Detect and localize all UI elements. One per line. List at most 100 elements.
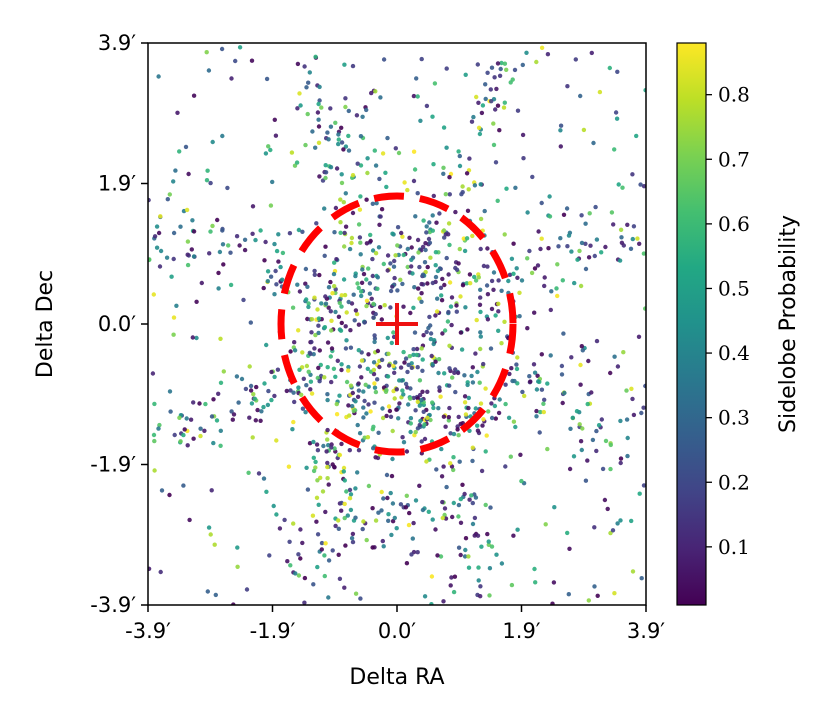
data-point — [464, 171, 470, 176]
data-point — [316, 140, 322, 145]
data-point — [478, 287, 483, 292]
data-point — [426, 236, 432, 242]
data-point — [446, 418, 451, 423]
data-point — [322, 573, 327, 579]
data-point — [412, 330, 418, 335]
data-point — [390, 519, 396, 524]
data-point — [379, 489, 384, 495]
data-point — [366, 483, 372, 489]
data-point — [438, 285, 444, 290]
data-point — [326, 558, 332, 563]
data-point — [307, 441, 313, 446]
data-point — [177, 415, 182, 420]
data-point — [515, 275, 520, 280]
data-point — [336, 526, 341, 531]
data-point — [344, 338, 349, 343]
data-point — [447, 383, 452, 388]
data-point — [465, 208, 471, 213]
data-point — [455, 370, 461, 376]
data-point — [503, 464, 508, 469]
colorbar-tick-label: 0.4 — [718, 341, 750, 365]
data-point — [607, 65, 612, 71]
data-point — [158, 569, 163, 575]
data-point — [448, 304, 454, 309]
data-point — [296, 385, 301, 390]
data-point — [359, 375, 364, 380]
data-point — [475, 369, 480, 375]
data-point — [374, 201, 379, 206]
data-point — [569, 355, 574, 360]
data-point — [253, 237, 258, 243]
data-point — [301, 376, 306, 381]
data-point — [612, 147, 617, 152]
data-point — [408, 421, 413, 426]
data-point — [365, 366, 370, 371]
data-point — [371, 367, 377, 373]
data-point — [329, 346, 335, 351]
data-point — [396, 150, 402, 156]
data-point — [370, 201, 375, 206]
data-point — [346, 108, 351, 114]
data-point — [405, 246, 410, 252]
data-point — [388, 414, 394, 419]
data-point — [611, 222, 616, 227]
data-point — [478, 182, 483, 187]
data-point — [295, 106, 300, 111]
data-point — [237, 45, 243, 50]
data-point — [586, 255, 592, 260]
data-point — [274, 438, 279, 443]
data-point — [319, 540, 325, 546]
data-point — [417, 296, 422, 301]
data-point — [420, 244, 426, 250]
data-point — [401, 349, 406, 355]
data-point — [429, 353, 434, 359]
data-point — [514, 362, 519, 367]
data-point — [408, 310, 413, 316]
colorbar-tick-label: 0.6 — [718, 212, 750, 236]
data-point — [388, 288, 394, 294]
data-point — [343, 543, 348, 548]
data-point — [356, 222, 362, 227]
data-point — [318, 362, 323, 368]
data-point — [269, 397, 274, 403]
data-point — [247, 415, 252, 420]
data-point — [608, 442, 613, 448]
data-point — [636, 334, 642, 339]
data-point — [444, 255, 449, 261]
data-point — [338, 230, 343, 235]
data-point — [532, 370, 538, 375]
data-point — [464, 236, 470, 241]
data-point — [448, 583, 453, 588]
data-point — [612, 354, 617, 359]
data-point — [630, 569, 636, 574]
data-point — [439, 474, 445, 479]
data-point — [411, 520, 416, 526]
data-point — [191, 400, 196, 405]
data-point — [358, 194, 363, 199]
data-point — [404, 493, 409, 498]
data-point — [467, 428, 472, 433]
data-point — [587, 211, 592, 216]
x-axis-title: Delta RA — [349, 665, 444, 690]
data-point — [171, 315, 177, 320]
data-point — [171, 332, 176, 337]
data-point — [355, 422, 360, 428]
data-point — [444, 145, 449, 150]
data-point — [151, 432, 157, 438]
data-point — [412, 285, 417, 290]
data-point — [444, 484, 449, 490]
data-point — [460, 190, 465, 195]
data-point — [470, 458, 475, 464]
data-point — [334, 166, 340, 171]
data-point — [209, 414, 215, 419]
data-point — [424, 224, 429, 229]
x-tick-label: 0.0′ — [378, 619, 416, 643]
data-point — [265, 402, 271, 408]
data-point — [267, 553, 272, 558]
data-point — [415, 365, 420, 370]
data-point — [353, 515, 358, 520]
data-point — [182, 427, 187, 432]
data-point — [562, 390, 567, 396]
data-point — [545, 381, 550, 386]
